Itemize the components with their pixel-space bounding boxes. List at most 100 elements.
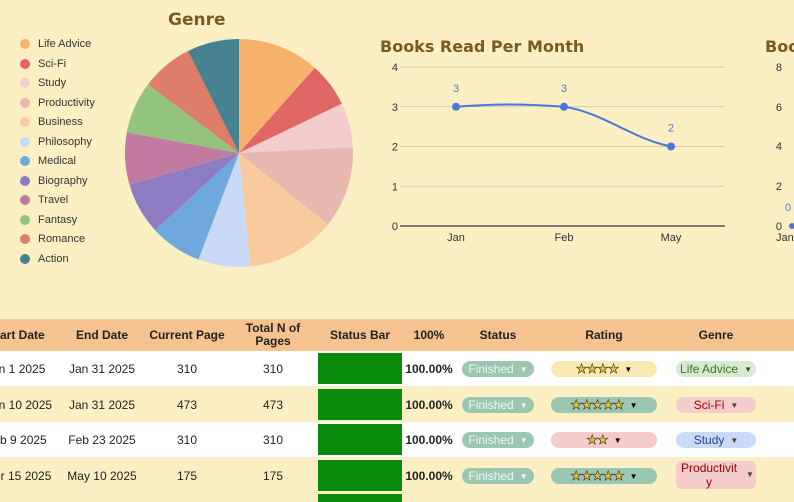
pie-slice-philosophy [198, 153, 251, 267]
x-tick-label: Feb [555, 232, 574, 244]
status-label: Finished [468, 469, 514, 483]
current-page-cell: 310 [176, 432, 198, 447]
y-tick-label: 4 [392, 62, 398, 74]
status-dropdown[interactable]: Finished ▼ [462, 397, 534, 413]
data-label: 2 [668, 123, 674, 135]
status-dropdown[interactable]: Finished ▼ [462, 468, 534, 484]
legend-swatch [20, 39, 30, 49]
rating-dropdown[interactable]: ★★★★ ▼ [551, 361, 657, 377]
header-percent: 100% [413, 327, 445, 342]
header-end-date: End Date [75, 327, 128, 342]
status-label: Finished [468, 362, 514, 376]
rating-stars: ★★ [586, 432, 609, 448]
chevron-down-icon: ▼ [519, 471, 528, 481]
right-xtick: Jan [776, 232, 794, 244]
star-icon: ★ [613, 468, 625, 484]
star-icon: ★ [586, 432, 598, 448]
y-tick-label: 1 [392, 181, 398, 193]
total-pages-cell: 310 [262, 361, 284, 376]
series-line [455, 103, 672, 148]
start-date-cell: Apr 15 2025 [0, 468, 52, 483]
chevron-down-icon: ▼ [519, 364, 528, 374]
genre-label: Life Advice [680, 362, 739, 376]
table-row: Feb 9 2025 Feb 23 2025 310 310 100.00% Finish… [0, 422, 794, 457]
chevron-down-icon: ▼ [629, 471, 638, 481]
legend-label: Study [38, 77, 67, 89]
legend-item: Productivity [20, 95, 95, 111]
total-pages-cell: 310 [262, 432, 284, 447]
star-icon: ★ [570, 468, 582, 484]
legend-item: Sci-Fi [20, 56, 66, 72]
legend-swatch [20, 58, 30, 69]
pie-slice-travel [125, 132, 239, 185]
books-per-month-line-chart: 0 1 2 3 4 3 Jan 3 Feb 2 May [392, 62, 725, 244]
status-label: Finished [468, 398, 514, 412]
status-bar-fill [318, 460, 402, 491]
table-row: Jan 1 2025 Jan 31 2025 310 310 100.00% Finish… [0, 351, 794, 386]
table-header: Start Date End Date Current Page Total N… [0, 319, 794, 351]
legend-label: Productivity [38, 96, 95, 109]
legend-swatch [20, 78, 30, 88]
percent-cell: 100.00% [405, 468, 453, 483]
legend-swatch [20, 234, 30, 244]
chevron-down-icon: ▼ [746, 470, 754, 479]
chevron-down-icon: ▼ [629, 400, 638, 410]
legend-label: Romance [38, 233, 86, 245]
legend-item: Action [20, 251, 69, 267]
percent-cell: 100.00% [405, 432, 453, 447]
rating-dropdown[interactable]: ★★ ▼ [551, 432, 657, 448]
legend-label: Fantasy [38, 213, 78, 226]
star-icon: ★ [607, 361, 619, 377]
right-data-label: 0 [785, 202, 791, 214]
status-label: Finished [468, 433, 514, 447]
star-icon: ★ [591, 468, 603, 484]
status-bar-fill [318, 389, 402, 420]
genre-dropdown[interactable]: Sci-Fi ▼ [676, 397, 756, 413]
table-row: Apr 15 2025 May 10 2025 175 175 100.00% Finis… [0, 458, 794, 493]
genre-chart-title: Genre [168, 10, 226, 30]
chevron-down-icon: ▼ [730, 400, 739, 410]
end-date-cell: Jan 31 2025 [68, 397, 136, 412]
header-status: Status [479, 327, 517, 342]
star-icon: ★ [597, 361, 609, 377]
chevron-down-icon: ▼ [519, 400, 528, 410]
star-icon: ★ [570, 397, 582, 413]
right-ytick: 0 [776, 221, 782, 233]
right-chart-title: Boo [765, 37, 794, 56]
total-pages-cell: 175 [262, 468, 284, 483]
legend-label: Sci-Fi [38, 57, 67, 70]
right-ytick: 4 [776, 141, 782, 153]
chevron-down-icon: ▼ [519, 435, 528, 445]
header-total-pages: Total N of Pages [245, 321, 301, 348]
pie-slice-romance [147, 51, 239, 153]
rating-dropdown[interactable]: ★★★★★ ▼ [551, 397, 657, 413]
data-point [560, 102, 568, 111]
total-pages-cell: 473 [262, 397, 284, 412]
status-dropdown[interactable]: Finished ▼ [462, 361, 534, 377]
start-date-cell: Jan 10 2025 [0, 397, 53, 412]
table-row: Jan 10 2025 Jan 31 2025 473 473 100.00% Finis… [0, 387, 794, 422]
chevron-down-icon: ▼ [613, 435, 622, 445]
right-point [789, 223, 794, 229]
current-page-cell: 473 [176, 397, 198, 412]
line-chart-title: Books Read Per Month [380, 37, 585, 56]
legend-item: Travel [20, 192, 68, 208]
legend-item: Business [20, 114, 83, 130]
x-tick-label: Jan [447, 232, 465, 244]
legend-swatch [20, 156, 30, 166]
genre-dropdown[interactable]: Study ▼ [676, 432, 756, 448]
data-label: 3 [453, 83, 459, 95]
rating-stars: ★★★★ [575, 361, 619, 377]
rating-dropdown[interactable]: ★★★★★ ▼ [551, 468, 657, 484]
genre-dropdown[interactable]: Productivity ▼ [676, 461, 756, 489]
star-icon: ★ [581, 397, 593, 413]
start-date-cell: Jan 1 2025 [0, 361, 46, 376]
status-bar-partial [318, 494, 402, 502]
pie-slice-study [239, 103, 353, 153]
legend-item: Romance [20, 231, 85, 247]
right-ytick: 6 [776, 102, 782, 114]
end-date-cell: Jan 31 2025 [68, 361, 136, 376]
legend-swatch [20, 253, 30, 264]
status-dropdown[interactable]: Finished ▼ [462, 432, 534, 448]
genre-dropdown[interactable]: Life Advice ▼ [676, 361, 756, 377]
